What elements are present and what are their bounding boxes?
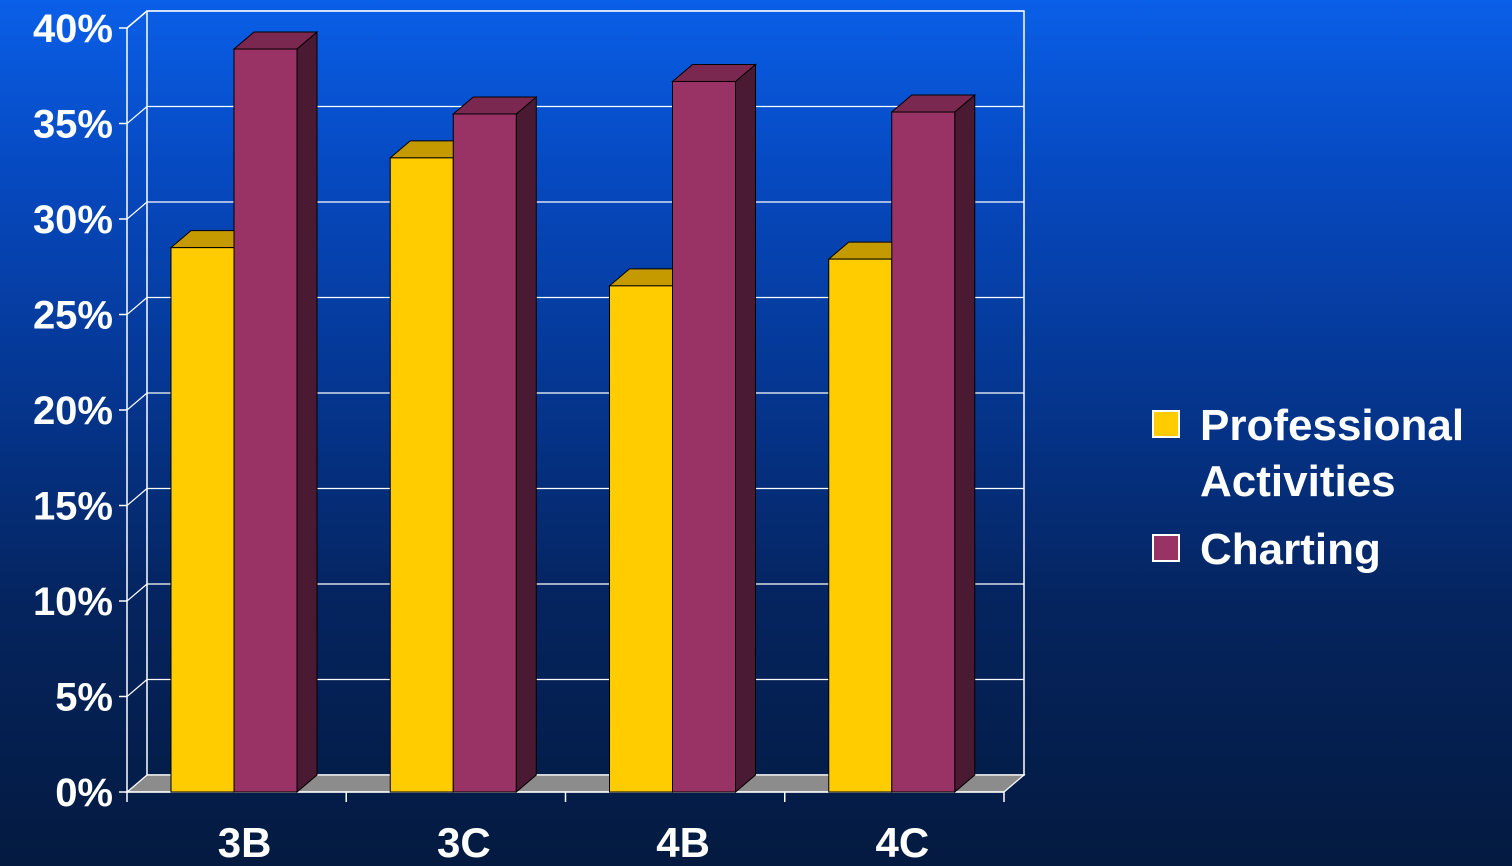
gridline-side <box>126 106 148 124</box>
gridline-side <box>126 392 148 411</box>
y-tick-label: 35% <box>33 103 113 147</box>
gridline-side <box>126 583 148 602</box>
y-tick-label: 40% <box>33 7 113 51</box>
x-tick-label-4c: 4C <box>876 819 930 866</box>
bar-side <box>954 93 976 794</box>
x-tick-label-3b: 3B <box>218 819 272 866</box>
x-tick-label-4b: 4B <box>656 819 710 866</box>
y-tick-label: 30% <box>33 198 113 242</box>
gridline-side <box>126 488 148 506</box>
bar-front <box>233 48 298 793</box>
legend-item-professional-activities: Professional Activities <box>1152 398 1512 510</box>
bar-side <box>515 95 537 794</box>
x-tick-label-3c: 3C <box>437 819 491 866</box>
bar-front <box>891 111 956 793</box>
legend-item-charting: Charting <box>1152 522 1512 578</box>
legend-label-charting: Charting <box>1200 525 1381 574</box>
bar-side <box>296 30 318 794</box>
bar-charting-3b <box>232 30 319 794</box>
bar-front <box>828 258 893 793</box>
y-tick-label: 20% <box>33 389 113 433</box>
legend-label-professional-activities: Professional Activities <box>1200 401 1465 506</box>
bar-front <box>609 285 673 793</box>
bar-charting-4c <box>890 93 977 794</box>
bar-charting-3c <box>451 95 538 794</box>
legend-swatch-charting <box>1152 534 1180 562</box>
y-tick-label: 5% <box>55 676 113 720</box>
bar-charting-4b <box>671 63 757 794</box>
y-tick-label: 10% <box>33 580 113 624</box>
bar-side <box>735 63 756 794</box>
gridline-side <box>126 10 148 29</box>
gridline-side <box>126 297 148 315</box>
gridline-side <box>126 679 148 697</box>
legend: Professional Activities Charting <box>1152 398 1512 590</box>
bar-front <box>452 113 517 793</box>
bar-front <box>170 247 235 793</box>
y-tick-label: 0% <box>55 771 113 815</box>
y-tick-label: 25% <box>33 294 113 338</box>
y-tick-label: 15% <box>33 485 113 529</box>
bar-front <box>672 80 736 793</box>
bar-front <box>389 157 454 793</box>
gridline-side <box>126 201 148 220</box>
legend-swatch-professional-activities <box>1152 410 1180 438</box>
